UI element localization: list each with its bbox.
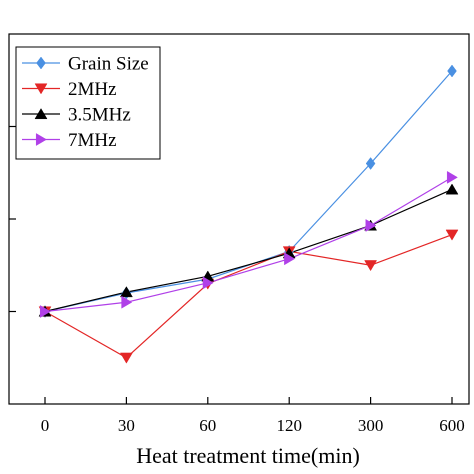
- data-point: [364, 260, 378, 272]
- data-point: [445, 183, 459, 195]
- x-ticks: 0 30 60 120 300 600: [41, 397, 465, 435]
- legend-marker: [34, 108, 48, 120]
- series-line: [44, 234, 453, 359]
- legend-label: 2MHz: [68, 79, 117, 100]
- legend-label: 7MHz: [68, 130, 117, 151]
- y-ticks: [9, 125, 16, 313]
- x-tick-label: 120: [276, 416, 302, 435]
- data-point: [121, 295, 133, 309]
- data-point: [119, 352, 133, 364]
- legend-items: Grain Size 2MHz 3.5MHz 7MHz: [22, 54, 149, 151]
- series-line: [44, 188, 453, 313]
- legend-label: 3.5MHz: [68, 105, 131, 126]
- legend: Grain Size 2MHz 3.5MHz 7MHz: [15, 46, 161, 160]
- plot-area: 0 30 60 120 300 600: [8, 33, 470, 435]
- series-line: [44, 176, 453, 313]
- legend-marker: [36, 56, 46, 70]
- legend-marker: [34, 83, 48, 95]
- data-point: [447, 64, 457, 78]
- data-point: [446, 170, 458, 184]
- data-point: [365, 157, 376, 170]
- x-tick-label: 300: [358, 416, 384, 435]
- data-point: [119, 286, 133, 298]
- data-point: [365, 219, 377, 232]
- legend-label: Grain Size: [68, 54, 149, 75]
- data-point: [202, 276, 214, 290]
- data-point: [445, 229, 459, 241]
- x-tick-label: 30: [118, 416, 135, 435]
- x-tick-label: 600: [439, 416, 465, 435]
- x-tick-label: 0: [41, 416, 50, 435]
- x-axis-label: Heat treatment time(min): [136, 443, 360, 468]
- series-lines: [44, 70, 453, 359]
- data-point: [284, 252, 296, 266]
- x-tick-label: 60: [199, 416, 216, 435]
- data-point: [39, 305, 51, 318]
- legend-marker: [35, 133, 47, 146]
- series-markers: [38, 64, 459, 364]
